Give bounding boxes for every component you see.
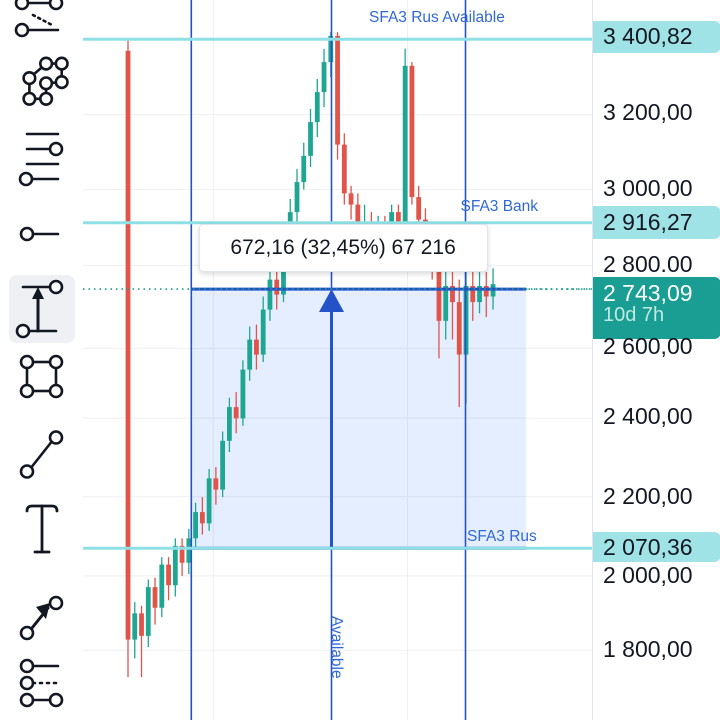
svg-text:Available: Available [328, 616, 345, 679]
svg-text:SFA3 Rus Available: SFA3 Rus Available [369, 9, 505, 26]
svg-text:SFA3 Rus: SFA3 Rus [467, 528, 537, 545]
svg-text:SFA3 Bank: SFA3 Bank [461, 198, 539, 215]
